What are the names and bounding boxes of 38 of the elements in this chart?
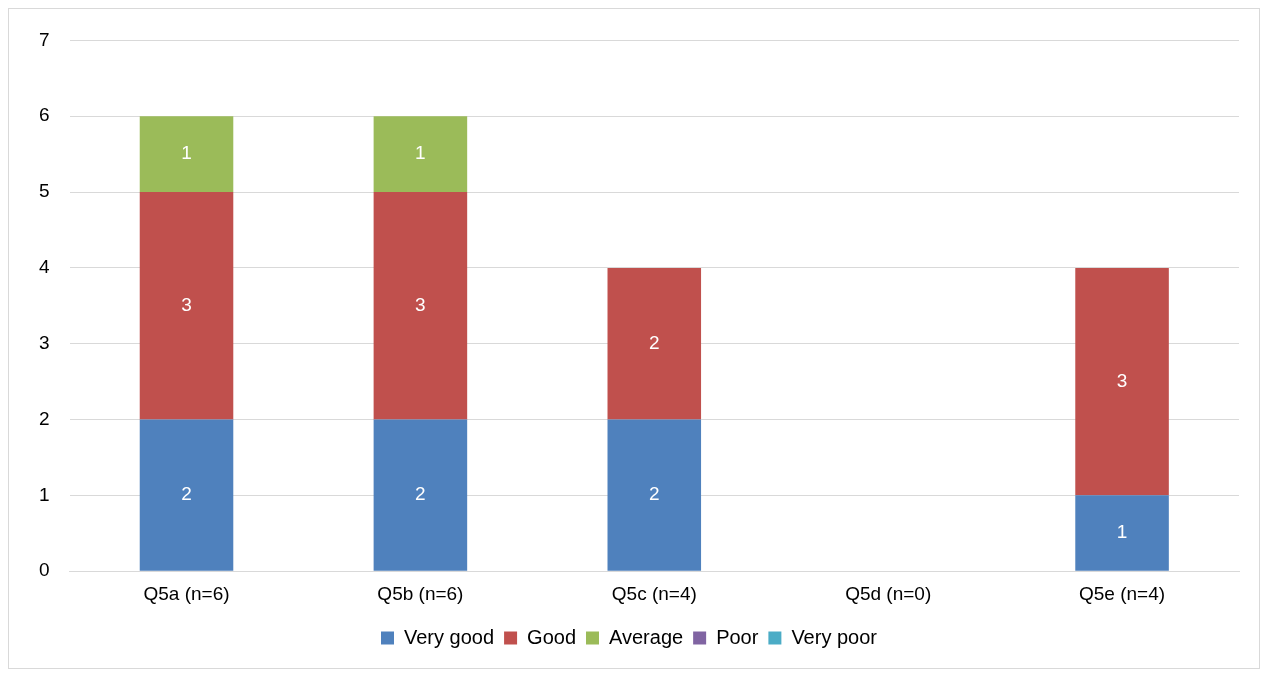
bar — [1075, 495, 1169, 571]
legend-label: Poor — [716, 625, 759, 648]
data-label: 1 — [1116, 521, 1128, 543]
bar — [139, 419, 234, 571]
y-tick-label: 3 — [38, 331, 50, 353]
x-tick-label: Q5b (n=6) — [377, 582, 464, 604]
y-tick-label: 1 — [38, 483, 50, 505]
bar — [139, 192, 234, 420]
legend-label: Good — [527, 625, 577, 648]
bar — [607, 419, 702, 571]
y-tick-label: 4 — [38, 256, 50, 278]
data-label: 2 — [181, 483, 192, 505]
bar — [607, 267, 702, 420]
data-label: 3 — [415, 294, 426, 316]
bar — [373, 116, 468, 193]
bar — [139, 116, 234, 193]
x-tick-label: Q5e (n=4) — [1079, 582, 1166, 604]
bar — [1075, 267, 1169, 496]
data-label: 2 — [648, 331, 660, 353]
y-tick-label: 0 — [38, 559, 50, 581]
data-label: 1 — [181, 142, 192, 164]
legend-label: Average — [609, 625, 684, 648]
x-tick-label: Q5a (n=6) — [143, 582, 230, 604]
bar — [373, 192, 468, 420]
data-label: 3 — [181, 294, 192, 316]
data-label: 2 — [648, 483, 660, 505]
y-tick-label: 5 — [38, 180, 50, 202]
x-tick-label: Q5c (n=4) — [611, 582, 697, 604]
y-tick-label: 7 — [38, 28, 50, 50]
data-label: 2 — [415, 483, 426, 505]
data-label: 3 — [1116, 369, 1128, 391]
legend-label: Very poor — [791, 625, 878, 648]
legend-label: Very good — [404, 625, 495, 648]
data-label: 1 — [415, 142, 426, 164]
y-tick-label: 6 — [38, 104, 50, 126]
x-tick-label: Q5d (n=0) — [845, 582, 932, 604]
y-tick-label: 2 — [38, 407, 50, 429]
bar — [373, 419, 468, 571]
